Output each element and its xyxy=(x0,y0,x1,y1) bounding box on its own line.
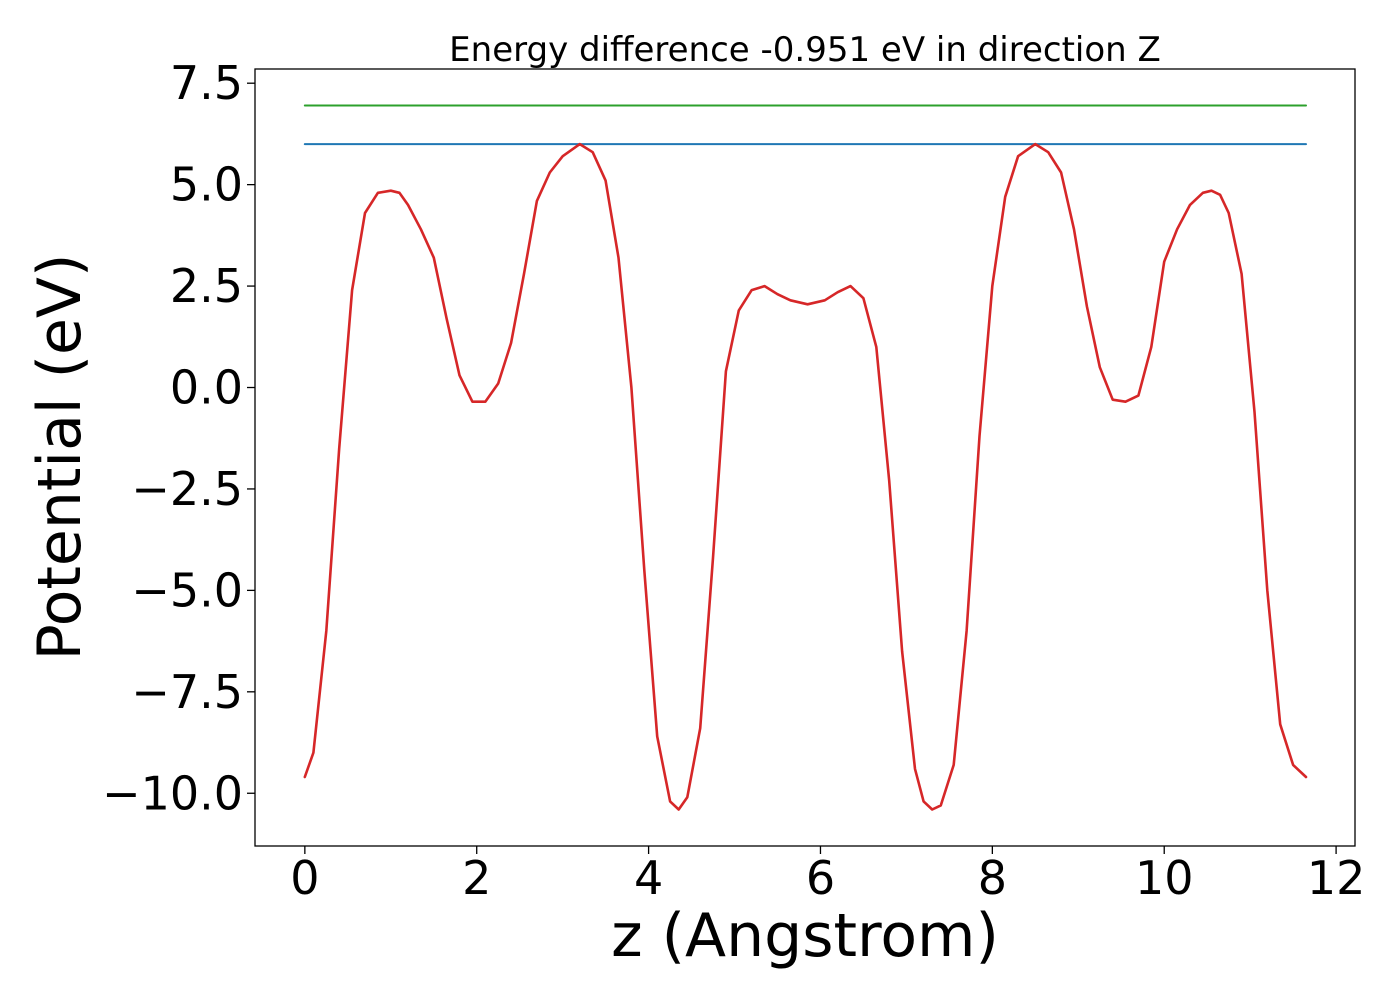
x-tick-label: 0 xyxy=(290,851,319,905)
x-tick-label: 4 xyxy=(634,851,663,905)
y-axis-ticks: 7.5 5.0 2.5 0.0 −2.5 −5.0 −7.5 −10.0 xyxy=(102,56,255,820)
y-tick-label: 7.5 xyxy=(170,56,243,110)
y-axis-label: Potential (eV) xyxy=(25,254,95,661)
x-axis-label: z (Angstrom) xyxy=(611,901,999,971)
plot-area-frame xyxy=(254,68,1356,847)
y-tick-label: −7.5 xyxy=(131,665,243,719)
x-tick-label: 10 xyxy=(1135,851,1194,905)
y-tick-label: 5.0 xyxy=(170,158,243,212)
y-tick-label: −5.0 xyxy=(131,563,243,617)
y-tick-label: −2.5 xyxy=(131,462,243,516)
x-tick-label: 8 xyxy=(978,851,1007,905)
x-tick-label: 12 xyxy=(1307,851,1366,905)
x-tick-label: 2 xyxy=(462,851,491,905)
chart-title: Energy difference -0.951 eV in direction… xyxy=(449,30,1161,70)
x-axis-ticks: 0 2 4 6 8 10 12 xyxy=(290,846,1365,905)
y-tick-label: 2.5 xyxy=(170,259,243,313)
plot-lines xyxy=(303,104,1308,811)
series-line-2 xyxy=(303,142,1308,811)
y-tick-label: −10.0 xyxy=(102,766,243,820)
y-tick-label: 0.0 xyxy=(170,361,243,415)
x-tick-label: 6 xyxy=(806,851,835,905)
